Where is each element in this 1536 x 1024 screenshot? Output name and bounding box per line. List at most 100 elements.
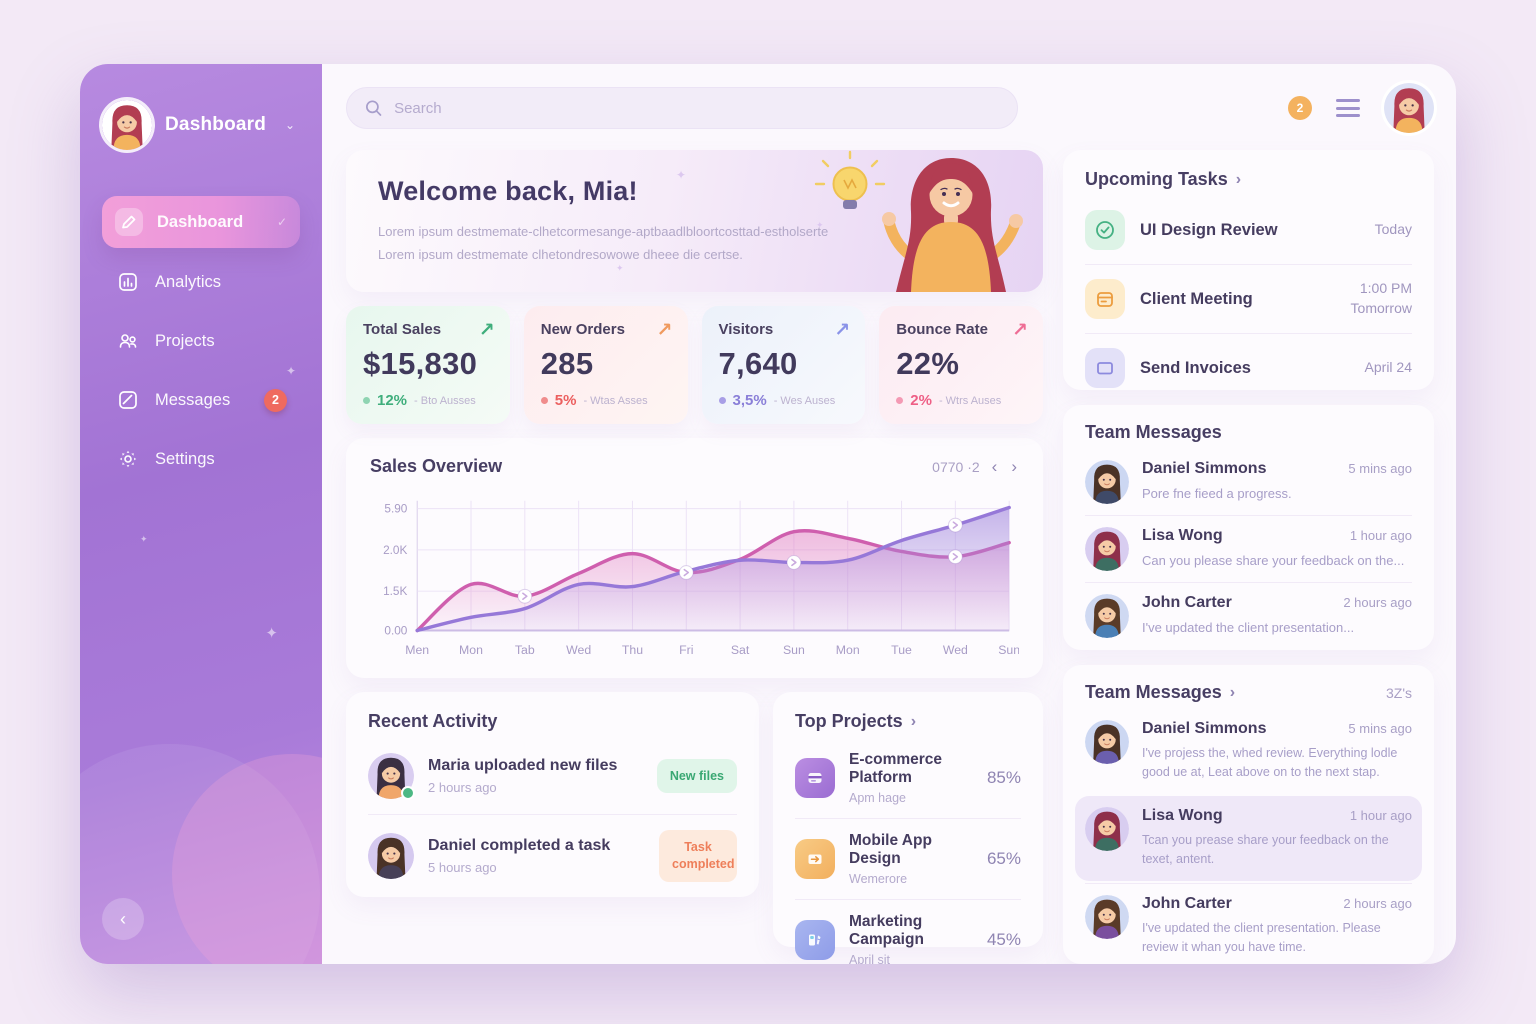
activity-badge[interactable]: New files [656, 758, 737, 794]
sales-chart[interactable]: 5.90 2.0K 1.5K 0.00 Men Mon Tab Wed Thu Fri Sat Sun… [370, 481, 1020, 664]
stat-cards: Total Sales ↗ $15,830 12% - Bto Ausses N… [346, 306, 1043, 424]
message-time: 1 hour ago [1349, 528, 1412, 544]
task-item[interactable]: Send Invoices April 24 [1085, 333, 1412, 402]
search-bar[interactable] [346, 87, 1018, 129]
search-icon [366, 100, 382, 116]
ecommerce-icon [795, 758, 835, 798]
svg-text:Sat: Sat [731, 643, 750, 657]
avatar [1085, 720, 1129, 764]
message-preview: I've projess the, whed review. Everythin… [1142, 746, 1398, 780]
activity-time: 5 hours ago [428, 859, 497, 875]
task-name: Client Meeting [1140, 289, 1253, 308]
project-subtitle: Apm hage [849, 791, 906, 805]
dashboard-app: ✦ ✦ ✦ Dashboard ⌄ Dashboard ✓ Analytics [80, 64, 1456, 964]
message-preview: I've updated the client presentation... [1142, 620, 1355, 636]
message-time: 5 mins ago [1348, 461, 1412, 476]
dashboard-icon [115, 208, 143, 236]
chevron-down-icon: ⌄ [285, 118, 296, 132]
stat-delta: 3,5% [732, 392, 767, 409]
activity-time: 2 hours ago [428, 780, 497, 795]
chevron-right-icon[interactable]: › [910, 712, 917, 730]
stat-card-visitors[interactable]: Visitors ↗ 7,640 3,5% - Wes Auses [701, 306, 866, 424]
chart-prev-button[interactable]: ‹ [991, 456, 998, 476]
topbar-actions: 2 [1288, 83, 1434, 133]
sender-name: Daniel Simmons [1142, 460, 1267, 477]
task-item[interactable]: Client Meeting 1:00 PM Tomorrow [1085, 264, 1412, 333]
person-illustration [882, 158, 1023, 292]
svg-text:2.0K: 2.0K [383, 543, 407, 557]
notification-badge[interactable]: 2 [1288, 96, 1312, 120]
task-name: UI Design Review [1140, 220, 1278, 239]
project-percent: 65% [986, 849, 1021, 868]
task-due: 1:00 PM Tomorrow [1350, 280, 1412, 316]
message-preview: Pore fne fieed a progress. [1142, 486, 1292, 501]
sidebar-item-projects[interactable]: Projects [102, 316, 300, 366]
upcoming-tasks-card: Upcoming Tasks › UI Design Review Today [1063, 150, 1434, 390]
message-item[interactable]: Lisa Wong 1 hour ago Can you please shar… [1085, 515, 1412, 582]
project-item[interactable]: Marketing Campaign April sit 45% [795, 899, 1021, 964]
activity-item[interactable]: Maria uploaded new files 2 hours ago New… [368, 738, 737, 814]
right-column: Upcoming Tasks › UI Design Review Today [1063, 150, 1434, 964]
project-item[interactable]: Mobile App Design Wemerore 65% [795, 818, 1021, 899]
message-item[interactable]: Lisa Wong 1 hour ago Tcan you prease sha… [1075, 795, 1422, 881]
sidebar-nav: Dashboard ✓ Analytics Projects Messages [102, 196, 300, 484]
trend-up-icon: ↗ [1012, 320, 1028, 341]
chevron-right-icon[interactable]: › [1235, 170, 1242, 188]
task-due: Today [1374, 221, 1412, 238]
task-item[interactable]: UI Design Review Today [1085, 196, 1412, 264]
sales-overview-card: Sales Overview 0770 ·2 ‹ › [346, 438, 1043, 678]
message-item[interactable]: John Carter 2 hours ago I've updated the… [1085, 582, 1412, 649]
message-item[interactable]: Daniel Simmons 5 mins ago I've projess t… [1085, 709, 1412, 794]
workspace-avatar [102, 100, 152, 150]
stat-card-total-sales[interactable]: Total Sales ↗ $15,830 12% - Bto Ausses [346, 306, 510, 424]
sidebar-item-messages[interactable]: Messages 2 [102, 375, 300, 425]
message-preview: Tcan you prease share your feedback on t… [1142, 832, 1389, 867]
project-item[interactable]: E-commerce Platform Apm hage 85% [795, 738, 1021, 818]
svg-text:1.5K: 1.5K [383, 584, 407, 598]
sidebar-item-settings[interactable]: Settings [102, 434, 300, 484]
stat-label: Visitors [718, 321, 774, 338]
sales-overview-title: Sales Overview [370, 456, 503, 476]
top-projects-title: Top Projects [795, 711, 903, 731]
sidebar-item-label: Settings [155, 449, 215, 468]
stat-label: Total Sales [363, 321, 442, 338]
sidebar-item-analytics[interactable]: Analytics [102, 257, 300, 307]
message-time: 1 hour ago [1349, 807, 1412, 823]
avatar [1085, 527, 1129, 571]
chart-range-label: 0770 ·2 [932, 458, 980, 475]
sidebar-collapse-button[interactable]: ‹ [102, 898, 144, 940]
message-time: 5 mins ago [1348, 721, 1412, 736]
avatar [1085, 594, 1129, 638]
team-messages-expanded-card: Team Messages › 3Z's Daniel Simmons 5 mi… [1063, 665, 1434, 964]
sidebar-item-label: Projects [155, 331, 215, 350]
welcome-illustration [814, 150, 1023, 292]
search-input[interactable] [394, 99, 1000, 117]
message-preview: I've updated the client presentation. Pl… [1142, 920, 1381, 954]
stat-card-new-orders[interactable]: New Orders ↗ 285 5% - Wtas Asses [523, 306, 688, 424]
messages-count-label: 3Z's [1385, 684, 1412, 701]
chart-next-button[interactable]: › [1011, 456, 1017, 476]
project-percent: 45% [986, 930, 1021, 949]
stat-card-bounce-rate[interactable]: Bounce Rate ↗ 22% 2% - Wtrs Auses [879, 306, 1043, 424]
project-name: Marketing Campaign [849, 913, 924, 948]
menu-icon[interactable] [1332, 95, 1364, 121]
sidebar-item-dashboard[interactable]: Dashboard ✓ [102, 196, 300, 248]
stat-value: 22% [896, 346, 960, 381]
svg-text:Thu: Thu [622, 643, 643, 657]
workspace-switcher[interactable]: Dashboard ⌄ [102, 100, 300, 150]
topbar: 2 [346, 86, 1434, 130]
svg-text:Sun: Sun [998, 643, 1019, 657]
svg-text:Tue: Tue [891, 643, 912, 657]
top-projects-card: Top Projects › E-commerce Platform Apm h… [773, 692, 1043, 964]
project-subtitle: Wemerore [849, 872, 908, 886]
stat-delta: 12% [377, 392, 408, 409]
chevron-right-icon[interactable]: › [1229, 683, 1236, 701]
project-name: Mobile App Design [849, 832, 932, 867]
user-avatar[interactable] [1384, 83, 1434, 133]
message-item[interactable]: John Carter 2 hours ago I've updated the… [1085, 882, 1412, 965]
check-circle-icon [1085, 210, 1125, 250]
message-item[interactable]: Daniel Simmons 5 mins ago Pore fne fieed… [1085, 449, 1412, 515]
activity-badge[interactable]: Task completed [659, 830, 737, 882]
workspace-title: Dashboard [165, 114, 267, 135]
activity-item[interactable]: Daniel completed a task 5 hours ago Task… [368, 814, 737, 897]
